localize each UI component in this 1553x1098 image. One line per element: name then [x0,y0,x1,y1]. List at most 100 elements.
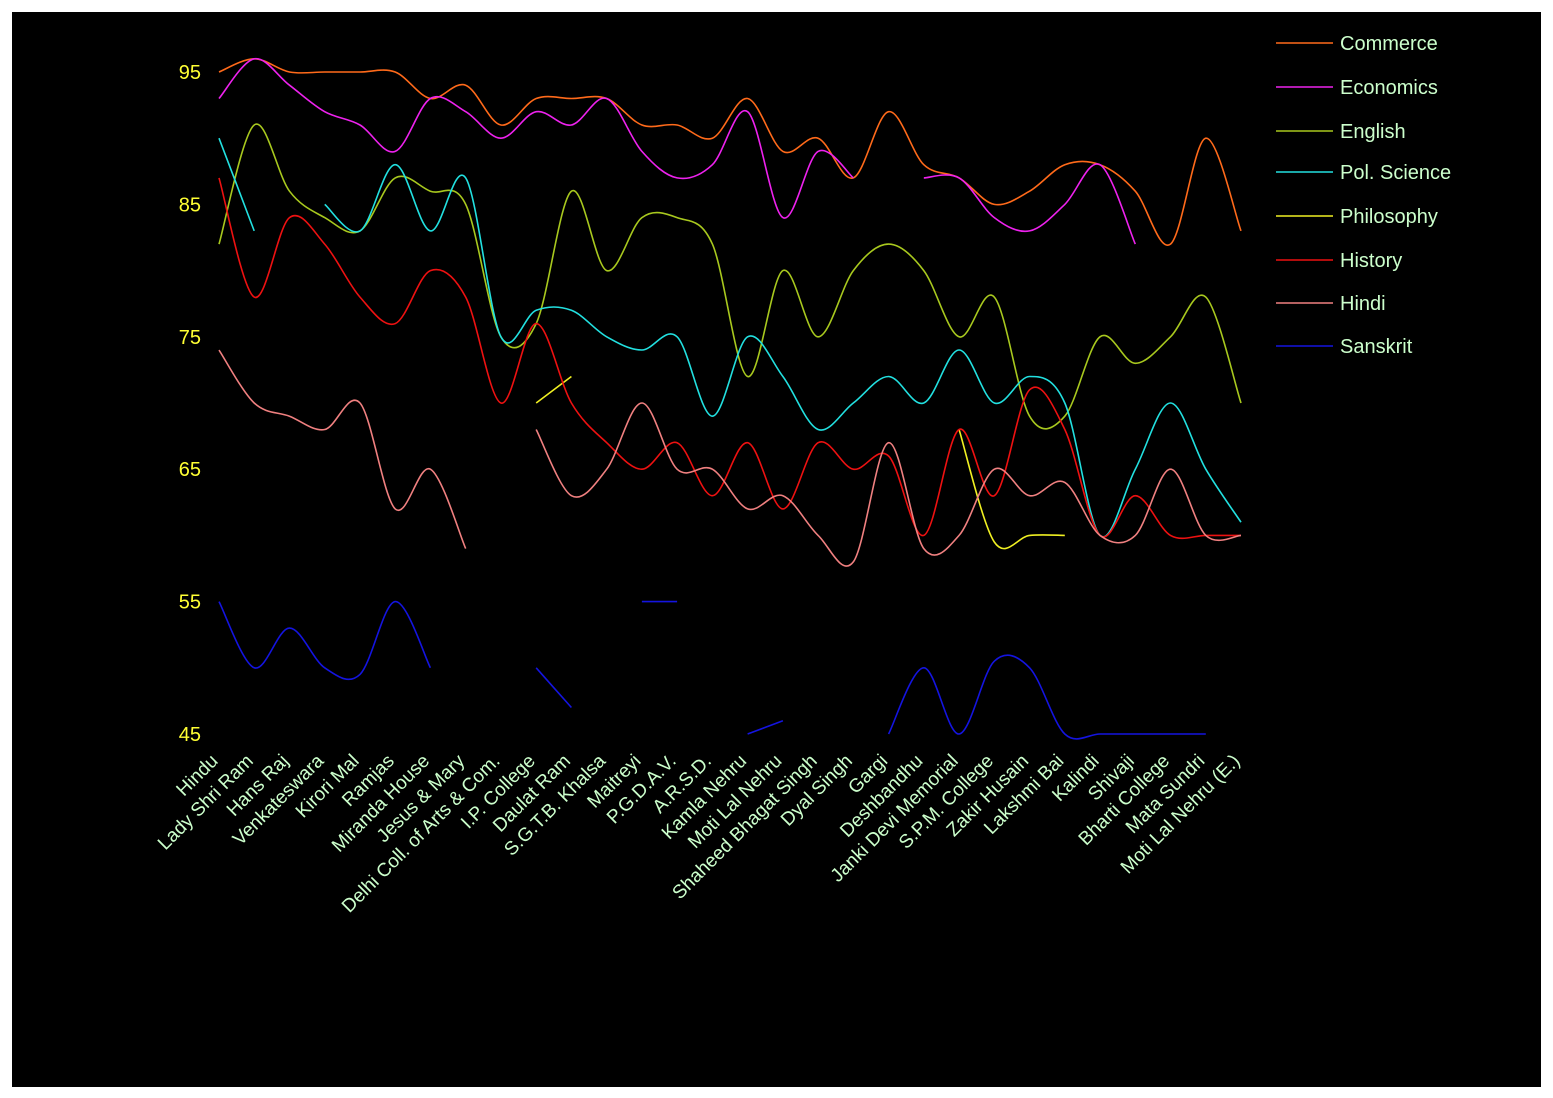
data-point [218,177,220,179]
data-point [817,336,819,338]
series-line-segment [218,123,1242,430]
data-point [394,601,396,603]
data-point [500,402,502,404]
data-point [1099,733,1101,735]
data-point [676,442,678,444]
data-point [1240,521,1242,523]
data-point [465,84,467,86]
series-line-segment [218,349,467,549]
data-point [606,270,608,272]
data-point [1029,535,1031,537]
data-point [994,402,996,404]
data-point [994,660,996,662]
data-point [712,495,714,497]
data-point [571,124,573,126]
data-point [923,270,925,272]
data-point [571,376,573,378]
series-line-segment [747,720,784,735]
data-point [782,151,784,153]
series-sanskrit [218,600,1206,740]
data-point [253,667,255,669]
legend-item: Hindi [1276,293,1386,315]
data-point [535,402,537,404]
data-point [782,495,784,497]
data-point [853,561,855,563]
data-point [817,137,819,139]
data-point [535,310,537,312]
data-point [465,548,467,550]
data-point [817,535,819,537]
data-point [253,58,255,60]
data-point [535,667,537,669]
series-line-segment [218,177,1241,540]
y-tick-label: 85 [179,194,201,216]
data-point [641,601,643,603]
data-point [747,111,749,113]
data-point [1064,402,1066,404]
data-point [782,720,784,722]
data-point [817,151,819,153]
y-tick-label: 55 [179,592,201,614]
data-point [394,164,396,166]
data-point [994,204,996,206]
data-point [994,217,996,219]
data-point [1029,389,1031,391]
data-point [1064,429,1066,431]
data-point [1064,733,1066,735]
data-point [1134,362,1136,364]
data-point [289,84,291,86]
data-point [1029,495,1031,497]
data-point [641,217,643,219]
chart-background [12,12,1541,1087]
data-point [994,495,996,497]
data-point [888,243,890,245]
data-point [218,137,220,139]
legend-item: History [1276,250,1402,272]
data-point [571,98,573,100]
data-point [817,442,819,444]
data-point [888,376,890,378]
legend-item: Economics [1276,77,1438,99]
series-line-segment [887,654,1206,740]
data-point [606,98,608,100]
data-point [571,190,573,192]
data-point [1099,164,1101,166]
data-point [465,111,467,113]
data-point [394,323,396,325]
legend-item: Commerce [1276,33,1438,55]
data-point [712,243,714,245]
data-point [782,508,784,510]
data-point [994,468,996,470]
data-point [535,429,537,431]
data-point [1240,230,1242,232]
data-point [1029,667,1031,669]
data-point [1064,415,1066,417]
data-point [958,535,960,537]
data-point [1134,535,1136,537]
data-point [1170,733,1172,735]
data-point [958,349,960,351]
data-point [1099,535,1101,537]
data-point [1064,164,1066,166]
series-economics [218,57,1137,245]
data-point [253,296,255,298]
data-point [782,270,784,272]
data-point [1099,336,1101,338]
legend-label: English [1340,121,1406,143]
data-point [571,707,573,709]
data-point [888,442,890,444]
data-point [1134,468,1136,470]
data-point [1029,190,1031,192]
data-point [218,98,220,100]
y-tick-label: 75 [179,327,201,349]
legend-label: Commerce [1340,33,1438,55]
data-point [712,164,714,166]
data-point [958,177,960,179]
data-point [500,336,502,338]
series-line-segment [218,57,854,219]
series-hindi [218,349,1242,567]
legend-label: History [1340,250,1402,272]
data-point [359,296,361,298]
series-line-segment [535,667,572,709]
data-point [606,468,608,470]
